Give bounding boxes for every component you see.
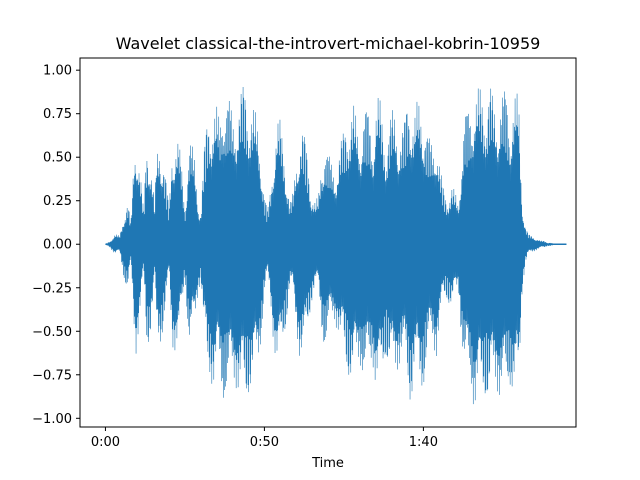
y-tick-label: 1.00 — [43, 64, 72, 79]
y-tick-label: −1.00 — [32, 412, 72, 427]
y-tick-label: −0.75 — [32, 368, 72, 383]
y-tick-label: −0.25 — [32, 281, 72, 296]
x-axis: 0:00 0:50 1:40 — [91, 427, 438, 450]
y-tick-label: 0.75 — [43, 107, 72, 122]
y-tick-label: 0.25 — [43, 194, 72, 209]
x-tick-label: 0:50 — [250, 435, 279, 450]
y-tick-label: −0.50 — [32, 325, 72, 340]
x-tick-label: 0:00 — [91, 435, 120, 450]
y-axis: 1.00 0.75 0.50 0.25 0.00 −0.25 −0.50 −0.75 −1.00 — [32, 64, 80, 427]
plot-area — [105, 87, 567, 405]
x-axis-label: Time — [311, 456, 344, 471]
y-tick-label: 0.50 — [43, 151, 72, 166]
axes-frame — [79, 57, 577, 428]
chart-title: Wavelet classical-the-introvert-michael-… — [116, 34, 541, 53]
waveform-series — [105, 87, 567, 405]
y-tick-label: 0.00 — [43, 238, 72, 253]
x-tick-label: 1:40 — [409, 435, 438, 450]
